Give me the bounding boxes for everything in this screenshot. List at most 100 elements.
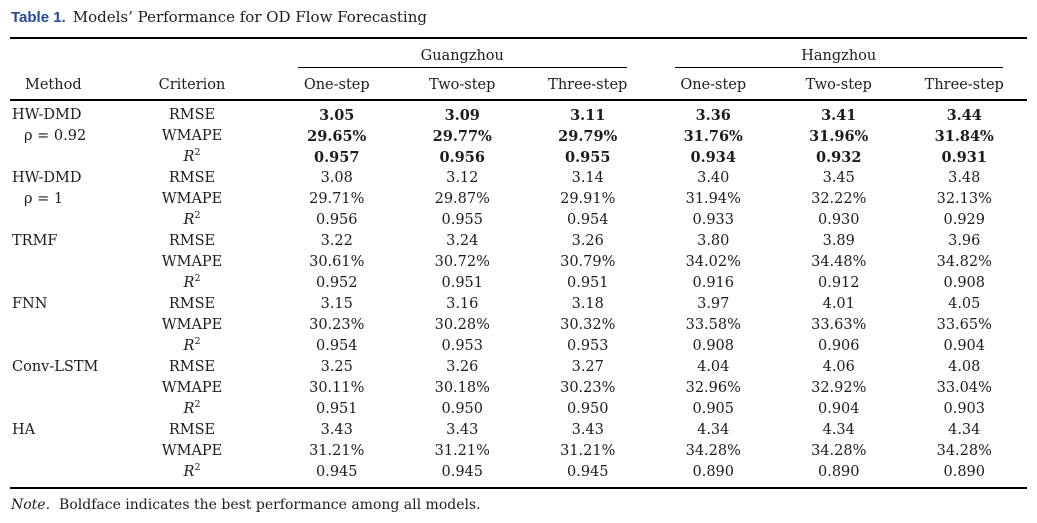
value-cell: 0.954: [315, 338, 358, 354]
value-cell: 3.43: [320, 422, 353, 438]
table-body: HW-DMD RMSE 3.05 3.09 3.11 3.36 3.41 3.44 ρ = 0.…: [10, 100, 1027, 488]
value-cell: 0.908: [692, 338, 734, 354]
value-cell: 0.956: [315, 212, 358, 228]
value-cell: 3.43: [446, 422, 479, 438]
value-cell: 32.96%: [685, 380, 741, 396]
value-cell: 30.79%: [560, 254, 616, 270]
value-cell: 3.14: [571, 170, 604, 186]
value-cell: 31.76%: [683, 128, 743, 145]
value-cell: 29.77%: [432, 128, 492, 145]
table-row: FNN RMSE 3.15 3.16 3.18 3.97 4.01 4.05: [10, 294, 1027, 315]
table-row: WMAPE 30.11% 30.18% 30.23% 32.96% 32.92% 33.04…: [10, 378, 1027, 399]
value-cell: 31.21%: [560, 443, 616, 459]
method-cell: FNN: [12, 296, 48, 312]
value-cell: 0.929: [943, 212, 985, 228]
table-row: HA RMSE 3.43 3.43 3.43 4.34 4.34 4.34: [10, 420, 1027, 441]
value-cell: 31.84%: [934, 128, 994, 145]
value-cell: 0.953: [566, 338, 609, 354]
method-cell: HW-DMD: [12, 107, 82, 123]
value-cell: 30.23%: [560, 380, 616, 396]
table-note: Note. Boldface indicates the best perform…: [10, 497, 1027, 513]
value-cell: 34.28%: [811, 443, 867, 459]
method-cell: [10, 336, 110, 357]
value-cell: 0.957: [314, 149, 360, 166]
criterion-cell: WMAPE: [161, 128, 223, 144]
table-row: WMAPE 31.21% 31.21% 31.21% 34.28% 34.28% 34.28…: [10, 441, 1027, 462]
table-title-text: Models’ Performance for OD Flow Forecast…: [72, 8, 427, 26]
method-cell: ρ = 0.92: [24, 128, 87, 144]
value-cell: 0.954: [566, 212, 609, 228]
table-row: HW-DMD RMSE 3.05 3.09 3.11 3.36 3.41 3.44: [10, 100, 1027, 126]
value-cell: 29.65%: [307, 128, 367, 145]
method-cell: [10, 315, 110, 336]
table-row: R2 0.954 0.953 0.953 0.908 0.906 0.904: [10, 336, 1027, 357]
column-header-gz-two-step: Two-step: [399, 68, 525, 101]
criterion-cell: R2: [183, 462, 201, 480]
value-cell: 0.932: [816, 149, 862, 166]
value-cell: 31.94%: [685, 191, 741, 207]
group-spacer: [10, 38, 274, 68]
value-cell: 0.908: [943, 275, 985, 291]
value-cell: 3.80: [697, 233, 730, 249]
value-cell: 29.87%: [434, 191, 490, 207]
criterion-cell: WMAPE: [161, 191, 223, 207]
value-cell: 3.24: [446, 233, 479, 249]
table-header: Guangzhou Hangzhou Method Criterion One-…: [10, 38, 1027, 101]
value-cell: 31.21%: [434, 443, 490, 459]
method-cell: ρ = 1: [24, 191, 64, 207]
value-cell: 0.904: [943, 338, 985, 354]
method-cell: Conv-LSTM: [12, 359, 99, 375]
value-cell: 33.04%: [936, 380, 992, 396]
value-cell: 0.951: [566, 275, 609, 291]
table-row: R2 0.957 0.956 0.955 0.934 0.932 0.931: [10, 147, 1027, 168]
value-cell: 3.12: [446, 170, 479, 186]
value-cell: 4.05: [948, 296, 981, 312]
value-cell: 34.82%: [936, 254, 992, 270]
value-cell: 30.72%: [434, 254, 490, 270]
value-cell: 0.945: [566, 464, 609, 480]
column-header-criterion: Criterion: [110, 68, 274, 101]
value-cell: 0.890: [692, 464, 734, 480]
value-cell: 0.933: [692, 212, 734, 228]
criterion-cell: RMSE: [168, 233, 216, 249]
method-cell: [10, 399, 110, 420]
value-cell: 0.950: [441, 401, 483, 417]
value-cell: 0.952: [315, 275, 358, 291]
value-cell: 0.904: [817, 401, 860, 417]
value-cell: 3.26: [446, 359, 479, 375]
column-header-method: Method: [10, 68, 110, 101]
value-cell: 0.956: [439, 149, 485, 166]
table-row: R2 0.951 0.950 0.950 0.905 0.904 0.903: [10, 399, 1027, 420]
value-cell: 3.05: [319, 107, 355, 124]
value-cell: 3.27: [571, 359, 604, 375]
column-header-gz-one-step: One-step: [274, 68, 400, 101]
table-row: WMAPE 30.23% 30.28% 30.32% 33.58% 33.63% 33.65…: [10, 315, 1027, 336]
value-cell: 3.44: [946, 107, 982, 124]
value-cell: 30.32%: [560, 317, 616, 333]
table-note-text: Boldface indicates the best performance …: [59, 497, 481, 513]
table-row: TRMF RMSE 3.22 3.24 3.26 3.80 3.89 3.96: [10, 231, 1027, 252]
group-header-guangzhou-label: Guangzhou: [298, 48, 627, 68]
value-cell: 3.26: [571, 233, 604, 249]
value-cell: 4.08: [948, 359, 981, 375]
method-cell: HA: [12, 422, 36, 438]
value-cell: 4.34: [822, 422, 855, 438]
column-header-gz-three-step: Three-step: [525, 68, 651, 101]
criterion-cell: R2: [183, 147, 201, 165]
value-cell: 3.97: [697, 296, 730, 312]
value-cell: 33.58%: [685, 317, 741, 333]
value-cell: 30.18%: [434, 380, 490, 396]
value-cell: 34.48%: [811, 254, 867, 270]
method-cell: [10, 273, 110, 294]
value-cell: 0.931: [941, 149, 987, 166]
value-cell: 0.955: [565, 149, 611, 166]
criterion-cell: WMAPE: [161, 380, 223, 396]
value-cell: 3.08: [320, 170, 353, 186]
criterion-cell: R2: [183, 399, 201, 417]
criterion-cell: WMAPE: [161, 254, 223, 270]
value-cell: 29.91%: [560, 191, 616, 207]
value-cell: 3.43: [571, 422, 604, 438]
table-title-label: Table 1.: [11, 9, 66, 26]
value-cell: 0.906: [817, 338, 860, 354]
value-cell: 0.953: [441, 338, 483, 354]
